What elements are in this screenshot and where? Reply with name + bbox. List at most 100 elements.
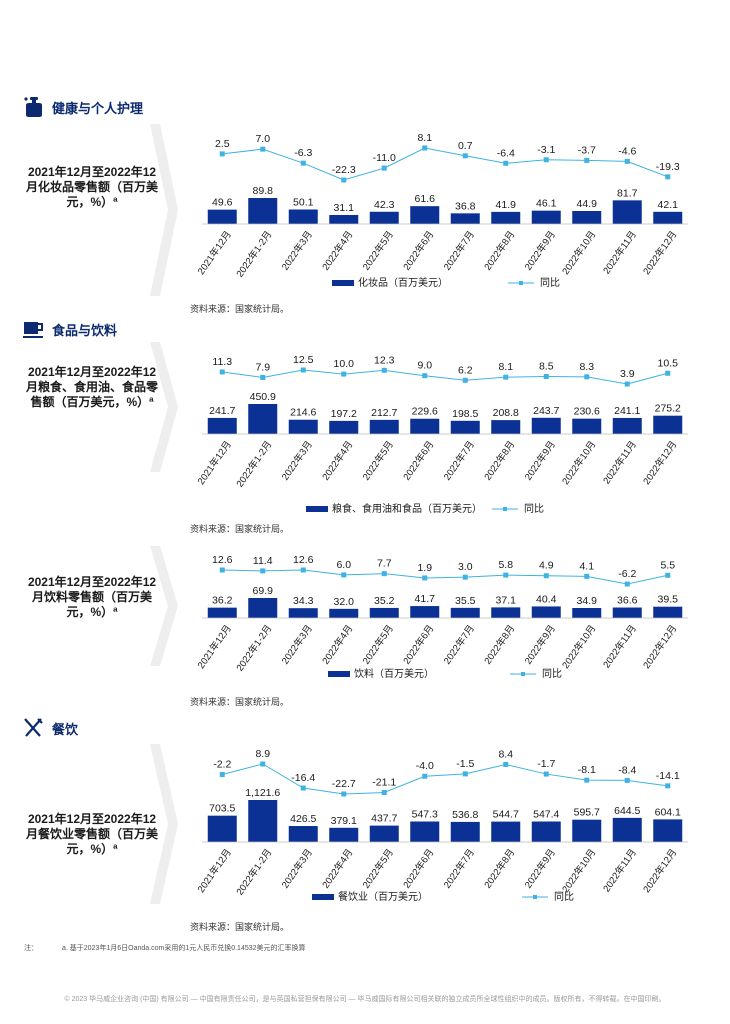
yoy-value-label: 7.0	[255, 133, 270, 145]
yoy-marker	[543, 771, 549, 777]
yoy-value-label: 10.0	[334, 358, 355, 370]
bar	[329, 420, 359, 434]
yoy-value-label: 12.6	[212, 554, 233, 566]
yoy-marker	[219, 369, 225, 375]
x-tick-label: 2022年12月	[641, 229, 680, 277]
yoy-marker	[584, 573, 590, 579]
bar	[369, 607, 399, 618]
chevron-decoration	[150, 546, 178, 666]
legend-bar-label: 粮食、食用油和食品（百万美元）	[332, 502, 482, 515]
x-tick-label: 2022年9月	[522, 847, 558, 891]
x-tick-label: 2022年1-2月	[234, 229, 275, 280]
bar-value-label: 46.1	[536, 198, 557, 210]
yoy-marker	[341, 572, 347, 578]
yoy-marker	[341, 371, 347, 377]
bar	[531, 606, 561, 618]
bar-value-label: 544.7	[493, 809, 519, 821]
yoy-marker	[543, 157, 549, 163]
legend-bar-label: 化妆品（百万美元）	[358, 276, 448, 289]
bar-value-label: 208.8	[493, 407, 519, 419]
legend-line-label: 同比	[540, 277, 560, 289]
yoy-marker	[624, 158, 630, 164]
x-tick-label: 2022年10月	[560, 439, 599, 487]
yoy-marker	[584, 374, 590, 380]
yoy-marker	[422, 773, 428, 779]
bar-value-label: 198.5	[452, 408, 478, 420]
bar-value-label: 426.5	[290, 813, 316, 825]
bar	[612, 817, 642, 842]
x-tick-label: 2022年7月	[441, 229, 477, 273]
x-tick-label: 2022年11月	[600, 439, 639, 487]
x-tick-label: 2022年12月	[641, 623, 680, 671]
yoy-marker	[260, 146, 266, 152]
source-note: 资料来源：国家统计局。	[190, 922, 290, 932]
yoy-marker	[462, 771, 468, 777]
bar-value-label: 36.6	[617, 595, 638, 607]
bar	[450, 213, 480, 224]
yoy-value-label: 8.9	[255, 748, 270, 760]
yoy-marker	[260, 374, 266, 380]
bar-value-label: 379.1	[331, 815, 357, 827]
bar-value-label: 89.8	[253, 185, 274, 197]
legend-line-marker	[503, 507, 507, 511]
x-tick-label: 2022年8月	[482, 847, 518, 891]
yoy-value-label: 3.9	[620, 368, 635, 380]
yoy-value-label: 12.3	[374, 354, 395, 366]
bar-value-label: 50.1	[293, 196, 314, 208]
yoy-value-label: 12.6	[293, 554, 314, 566]
yoy-value-label: 8.3	[579, 361, 594, 373]
yoy-marker	[543, 573, 549, 579]
section-header-health: 健康与个人护理	[22, 96, 143, 118]
yoy-marker	[584, 777, 590, 783]
bar	[288, 608, 318, 618]
bar	[410, 821, 440, 842]
yoy-marker	[300, 567, 306, 573]
yoy-marker	[219, 772, 225, 778]
yoy-marker	[260, 568, 266, 574]
x-tick-label: 2022年5月	[360, 229, 396, 273]
yoy-value-label: -1.5	[456, 758, 474, 770]
yoy-marker	[665, 572, 671, 578]
yoy-marker	[422, 145, 428, 151]
bar-value-label: 214.6	[290, 407, 316, 419]
chevron-decoration	[150, 744, 178, 904]
x-tick-label: 2022年9月	[522, 229, 558, 273]
bar	[248, 598, 278, 618]
bar-value-label: 1,121.6	[245, 787, 280, 799]
yoy-value-label: 8.4	[498, 748, 513, 760]
bar	[653, 819, 683, 842]
bar-value-label: 42.1	[658, 199, 679, 211]
x-tick-label: 2022年1-2月	[234, 847, 275, 898]
x-tick-label: 2022年8月	[482, 623, 518, 667]
yoy-marker	[422, 575, 428, 581]
bar	[653, 211, 683, 224]
section-title-food: 食品与饮料	[52, 322, 118, 338]
legend-line-marker	[519, 281, 523, 285]
yoy-marker	[381, 571, 387, 577]
section-title-health: 健康与个人护理	[52, 100, 144, 116]
x-tick-label: 2022年10月	[560, 623, 599, 671]
yoy-value-label: 5.8	[498, 559, 513, 571]
bar-value-label: 69.9	[253, 585, 274, 597]
section-header-food: 食品与饮料	[22, 318, 117, 340]
bar-value-label: 604.1	[655, 806, 681, 818]
bar	[369, 419, 399, 434]
bar	[410, 606, 440, 618]
chevron-decoration	[150, 124, 178, 296]
yoy-marker	[300, 785, 306, 791]
x-tick-label: 2022年11月	[600, 623, 639, 671]
yoy-value-label: 8.1	[498, 361, 513, 373]
bar	[450, 607, 480, 618]
yoy-marker	[462, 153, 468, 159]
bar-value-label: 37.1	[496, 594, 517, 606]
bar-value-label: 61.6	[415, 193, 436, 205]
x-tick-label: 2022年3月	[279, 229, 315, 273]
yoy-marker	[624, 381, 630, 387]
bar	[531, 210, 561, 224]
x-tick-label: 2022年5月	[360, 439, 396, 483]
bar	[329, 827, 359, 842]
x-tick-label: 2022年6月	[401, 847, 437, 891]
x-tick-label: 2022年6月	[401, 439, 437, 483]
x-tick-label: 2022年6月	[401, 623, 437, 667]
yoy-value-label: -8.4	[618, 764, 636, 776]
